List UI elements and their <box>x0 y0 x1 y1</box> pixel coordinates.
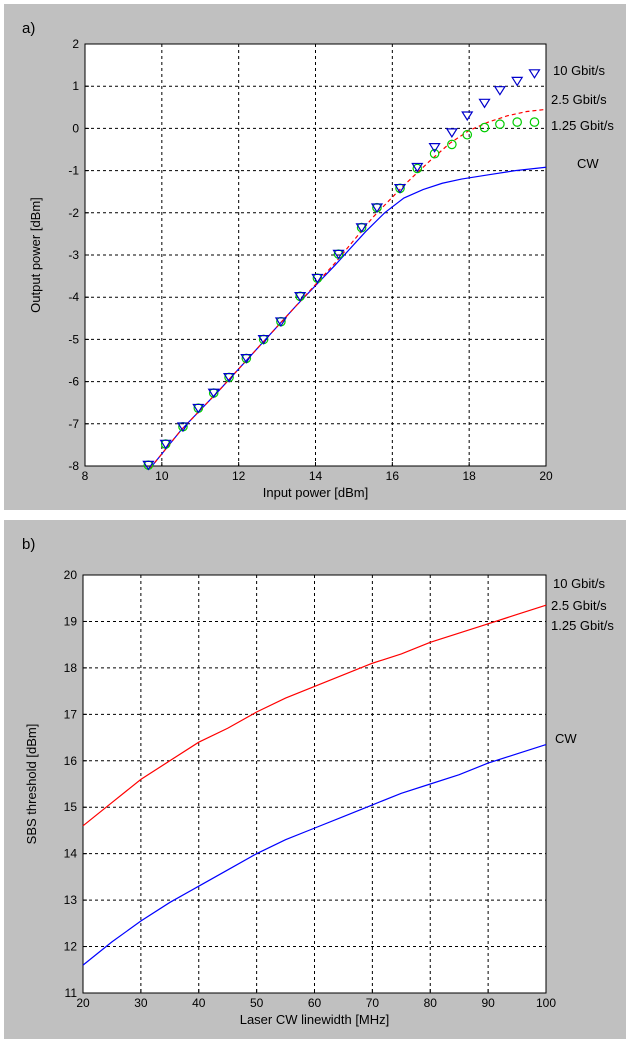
x-tick-label: 8 <box>82 469 89 483</box>
x-tick-label: 16 <box>386 469 400 483</box>
data-point-circle <box>512 117 522 127</box>
data-point-triangle <box>461 111 474 122</box>
data-point-triangle <box>176 422 190 433</box>
y-tick-label: 12 <box>64 940 78 954</box>
y-tick-label: 17 <box>64 707 78 721</box>
x-axis-title: Input power [dBm] <box>263 485 369 500</box>
y-tick-label: 19 <box>64 614 78 628</box>
data-point-triangle <box>511 76 524 87</box>
y-tick-label: 16 <box>64 754 78 768</box>
y-tick-label: 13 <box>64 893 78 907</box>
x-tick-label: 30 <box>134 996 148 1010</box>
panel-b: b) 20 30 40 50 60 70 80 90 100 11 12 13 14 15 16 17 18 19… <box>4 520 626 1039</box>
data-point-triangle <box>274 317 288 328</box>
y-tick-label: 18 <box>64 661 78 675</box>
x-tick-label: 10 <box>155 469 169 483</box>
legend-label: 1.25 Gbit/s <box>551 118 614 133</box>
data-point-circle <box>529 117 540 127</box>
x-axis-title: Laser CW linewidth [MHz] <box>240 1012 390 1027</box>
x-tick-label: 40 <box>192 996 206 1010</box>
legend-label: 2.5 Gbit/s <box>551 598 607 613</box>
legend-label: CW <box>555 731 577 746</box>
x-tick-label: 70 <box>366 996 380 1010</box>
y-tick-label: 1 <box>72 79 79 93</box>
data-point-triangle <box>311 273 324 284</box>
data-point-triangle <box>159 439 172 450</box>
data-point-circle <box>412 163 423 174</box>
data-point-triangle <box>445 128 458 139</box>
y-tick-label: -3 <box>68 248 79 262</box>
data-point-triangle <box>428 143 441 153</box>
legend-label: 1.25 Gbit/s <box>551 618 614 633</box>
series-line <box>82 743 547 966</box>
y-tick-label: 14 <box>64 847 78 861</box>
data-point-circle <box>447 139 457 150</box>
data-point-triangle <box>332 249 345 260</box>
data-point-triangle <box>222 373 236 383</box>
data-point-circle <box>479 122 490 133</box>
data-point-triangle <box>393 183 407 194</box>
y-tick-label: 20 <box>64 568 78 582</box>
y-tick-label: 0 <box>72 121 79 135</box>
series-line <box>82 604 547 827</box>
data-point-triangle <box>142 460 155 471</box>
x-tick-label: 12 <box>232 469 246 483</box>
y-axis-title: SBS threshold [dBm] <box>24 724 39 845</box>
data-point-triangle <box>411 162 424 173</box>
x-tick-label: 20 <box>76 996 90 1010</box>
legend-label: CW <box>577 156 599 171</box>
x-tick-label: 50 <box>250 996 264 1010</box>
panel-a: a) 8 10 12 14 16 18 20 -8 -7 -6 -5 -4 -3 -2 -1 0 1 2 Input… <box>4 4 626 510</box>
y-tick-label: -2 <box>68 206 79 220</box>
data-point-triangle <box>493 86 506 96</box>
data-point-triangle <box>370 203 384 214</box>
legend-label: 10 Gbit/s <box>553 576 606 591</box>
data-point-circle <box>429 148 440 159</box>
data-point-triangle <box>478 98 491 109</box>
data-point-triangle <box>355 223 368 233</box>
legend-label: 2.5 Gbit/s <box>551 92 607 107</box>
data-point-circle <box>462 129 473 140</box>
x-tick-label: 20 <box>539 469 553 483</box>
y-tick-label: 15 <box>64 800 78 814</box>
panel-label-a: a) <box>22 20 36 37</box>
x-tick-label: 18 <box>462 469 476 483</box>
x-tick-label: 100 <box>536 996 556 1010</box>
data-point-circle <box>495 119 505 129</box>
y-tick-label: -7 <box>68 417 79 431</box>
x-tick-label: 14 <box>309 469 323 483</box>
y-tick-label: -5 <box>68 332 79 346</box>
data-point-triangle <box>207 388 220 399</box>
data-point-triangle <box>294 292 307 302</box>
legend-label: 10 Gbit/s <box>553 63 606 78</box>
y-tick-label: 11 <box>65 986 78 1000</box>
y-tick-label: -8 <box>68 459 79 473</box>
x-tick-label: 60 <box>308 996 322 1010</box>
data-point-triangle <box>192 403 205 414</box>
data-point-triangle <box>240 354 253 364</box>
y-tick-label: -6 <box>68 375 79 389</box>
panel-label-b: b) <box>22 536 36 553</box>
y-axis-title: Output power [dBm] <box>28 197 43 313</box>
chart-b: 20 30 40 50 60 70 80 90 100 11 12 13 14 15 16 17 18 19 20 L… <box>24 568 614 1027</box>
data-point-triangle <box>528 69 541 79</box>
data-point-triangle <box>257 335 270 345</box>
y-tick-label: 2 <box>72 37 79 51</box>
y-tick-label: -4 <box>68 290 79 304</box>
x-tick-label: 90 <box>481 996 495 1010</box>
y-tick-label: -1 <box>68 164 79 178</box>
x-tick-label: 80 <box>424 996 438 1010</box>
